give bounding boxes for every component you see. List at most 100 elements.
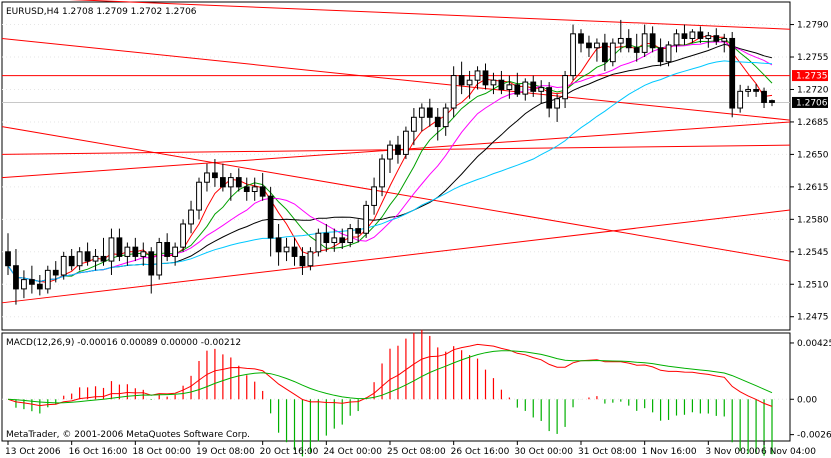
candle-body[interactable]: [625, 37, 632, 49]
candle-body[interactable]: [315, 232, 322, 253]
candle-body[interactable]: [705, 35, 712, 39]
candle-body[interactable]: [307, 251, 314, 267]
candle-body[interactable]: [769, 100, 775, 103]
candle-body[interactable]: [617, 37, 624, 44]
candle-body[interactable]: [156, 242, 163, 276]
candle-body[interactable]: [657, 47, 664, 63]
candle-body[interactable]: [466, 79, 473, 86]
candle-body[interactable]: [251, 186, 258, 193]
candle-body[interactable]: [283, 246, 290, 253]
candle-body[interactable]: [21, 279, 27, 290]
candle-body[interactable]: [514, 84, 521, 95]
candle-body[interactable]: [418, 107, 425, 118]
candle-body[interactable]: [275, 237, 282, 253]
candle-body[interactable]: [52, 269, 59, 276]
candles[interactable]: [5, 19, 775, 305]
candle-body[interactable]: [689, 31, 696, 39]
candle-body[interactable]: [108, 237, 115, 262]
candle-body[interactable]: [5, 251, 11, 267]
candle-body[interactable]: [219, 177, 226, 188]
candle-body[interactable]: [188, 209, 194, 225]
candle-body[interactable]: [522, 81, 529, 95]
candle-body[interactable]: [44, 269, 51, 290]
candle-body[interactable]: [578, 33, 584, 44]
candle-body[interactable]: [267, 195, 274, 239]
candle-body[interactable]: [243, 186, 250, 193]
candle-body[interactable]: [434, 116, 441, 128]
candle-body[interactable]: [235, 177, 242, 188]
trendline[interactable]: [1, 126, 791, 262]
candle-body[interactable]: [609, 42, 616, 63]
candle-body[interactable]: [371, 186, 377, 206]
candle-body[interactable]: [259, 186, 266, 197]
candle-body[interactable]: [601, 42, 608, 63]
candle-body[interactable]: [331, 237, 338, 244]
candle-body[interactable]: [633, 47, 640, 53]
candle-body[interactable]: [490, 79, 497, 86]
candle-body[interactable]: [737, 90, 744, 109]
candle-body[interactable]: [291, 246, 298, 257]
candle-body[interactable]: [546, 87, 553, 109]
candle-body[interactable]: [498, 79, 505, 90]
candle-body[interactable]: [299, 255, 306, 267]
candle-body[interactable]: [474, 70, 481, 81]
candle-body[interactable]: [363, 204, 370, 234]
candle-body[interactable]: [721, 37, 728, 42]
candle-body[interactable]: [729, 37, 736, 109]
candle-body[interactable]: [92, 255, 99, 262]
candle-body[interactable]: [761, 90, 767, 103]
candle-body[interactable]: [395, 144, 401, 155]
candle-body[interactable]: [586, 42, 592, 49]
candle-body[interactable]: [148, 251, 155, 276]
candle-body[interactable]: [13, 265, 19, 290]
candle-body[interactable]: [426, 107, 433, 118]
candle-body[interactable]: [753, 88, 759, 92]
candle-body[interactable]: [458, 75, 465, 86]
candle-body[interactable]: [339, 237, 346, 244]
macd-panel[interactable]: [1, 332, 791, 442]
candle-body[interactable]: [538, 87, 545, 92]
candle-body[interactable]: [116, 237, 123, 257]
candle-body[interactable]: [323, 232, 330, 244]
candle-body[interactable]: [410, 116, 417, 132]
candle-body[interactable]: [28, 279, 35, 285]
trendline[interactable]: [1, 209, 791, 304]
candle-body[interactable]: [450, 75, 457, 109]
candle-body[interactable]: [132, 246, 139, 257]
candle-body[interactable]: [649, 33, 656, 49]
candle-body[interactable]: [641, 33, 648, 53]
candle-body[interactable]: [84, 251, 91, 262]
candle-body[interactable]: [482, 70, 489, 86]
candle-body[interactable]: [180, 223, 186, 248]
candle-body[interactable]: [713, 35, 720, 42]
candle-body[interactable]: [697, 31, 704, 39]
candle-body[interactable]: [387, 144, 393, 160]
candle-body[interactable]: [140, 251, 147, 257]
candle-body[interactable]: [681, 33, 688, 39]
candle-body[interactable]: [355, 228, 362, 234]
candle-body[interactable]: [594, 42, 600, 49]
candle-body[interactable]: [673, 33, 680, 46]
candle-body[interactable]: [562, 75, 568, 100]
candle-body[interactable]: [227, 177, 234, 188]
candle-body[interactable]: [68, 255, 75, 267]
candle-body[interactable]: [60, 255, 67, 276]
candle-body[interactable]: [196, 181, 202, 211]
candle-body[interactable]: [554, 98, 561, 109]
candle-body[interactable]: [76, 251, 83, 267]
candle-body[interactable]: [745, 88, 752, 92]
candle-body[interactable]: [36, 283, 43, 290]
candle-body[interactable]: [506, 84, 513, 90]
candle-body[interactable]: [212, 172, 218, 179]
candle-body[interactable]: [347, 228, 354, 244]
candle-body[interactable]: [164, 242, 171, 257]
trendline[interactable]: [2, 0, 791, 30]
candle-body[interactable]: [100, 255, 107, 262]
candle-body[interactable]: [172, 246, 179, 257]
candle-body[interactable]: [379, 158, 385, 188]
candle-body[interactable]: [442, 107, 449, 128]
trendline[interactable]: [1, 37, 791, 121]
candle-body[interactable]: [124, 246, 131, 257]
candle-body[interactable]: [665, 44, 672, 63]
